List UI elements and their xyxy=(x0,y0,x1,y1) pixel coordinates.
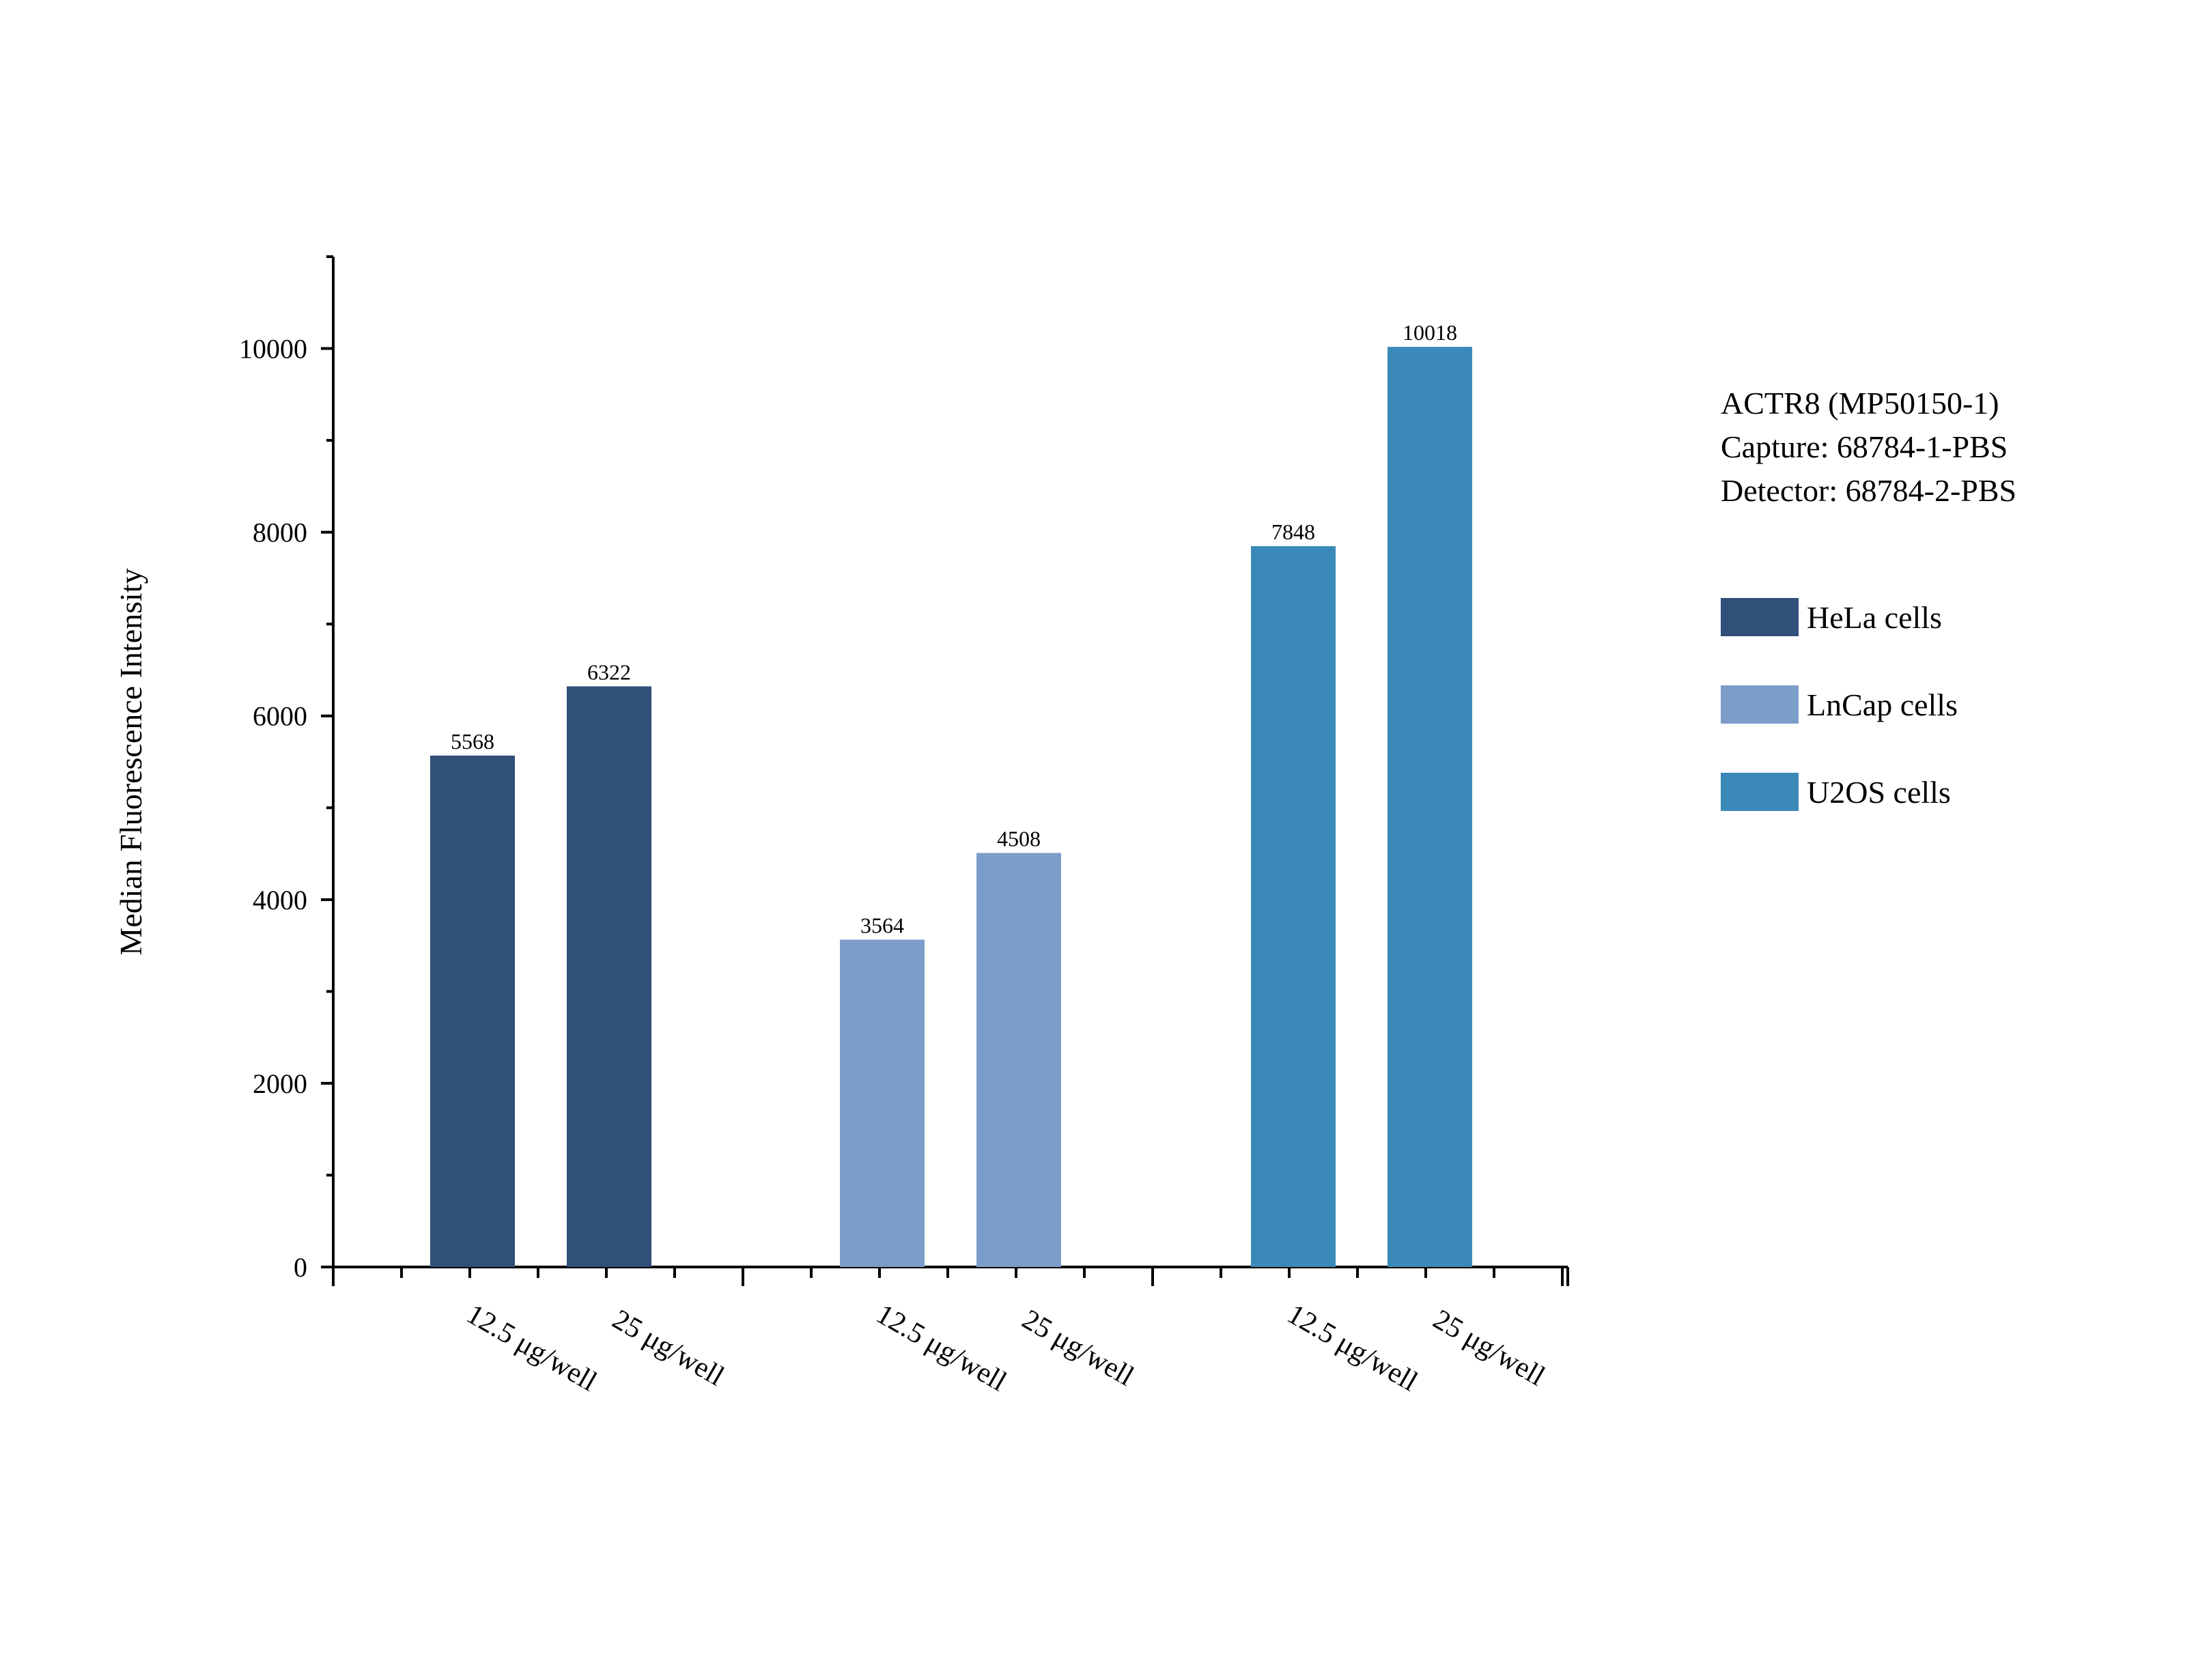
legend-label: HeLa cells xyxy=(1807,600,1942,635)
data-label: 4508 xyxy=(997,826,1041,851)
y-tick-label: 2000 xyxy=(253,1068,307,1099)
y-tick-label: 6000 xyxy=(253,701,307,732)
data-label: 6322 xyxy=(587,659,631,684)
y-axis-title: Median Fluorescence Intensity xyxy=(113,568,148,955)
data-label: 5568 xyxy=(451,729,494,754)
bar xyxy=(430,755,515,1267)
bars xyxy=(430,347,1472,1267)
axes xyxy=(332,257,1568,1268)
x-tick-label: 25 μg/well xyxy=(1428,1304,1550,1393)
category-labels: 12.5 μg/well 25 μg/well 12.5 μg/well 25 μg/… xyxy=(461,1298,1550,1398)
bar xyxy=(840,939,925,1267)
legend-label: LnCap cells xyxy=(1807,687,1958,722)
info-line-1: ACTR8 (MP50150-1) xyxy=(1721,386,1999,421)
bar xyxy=(1251,546,1336,1267)
legend-label: U2OS cells xyxy=(1807,775,1951,810)
legend: HeLa cells LnCap cells U2OS cells xyxy=(1721,598,1958,811)
legend-swatch xyxy=(1721,598,1799,636)
y-tick-label: 10000 xyxy=(239,334,307,365)
bar xyxy=(976,853,1061,1267)
y-ticks: 0 2000 4000 6000 8000 10000 xyxy=(239,255,333,1283)
x-tick-label: 25 μg/well xyxy=(1017,1304,1139,1393)
x-tick-label: 12.5 μg/well xyxy=(871,1298,1011,1398)
legend-swatch xyxy=(1721,685,1799,724)
x-tick-label: 12.5 μg/well xyxy=(461,1298,602,1398)
x-tick-label: 12.5 μg/well xyxy=(1282,1298,1422,1398)
info-line-3: Detector: 68784-2-PBS xyxy=(1721,473,2016,508)
y-tick-label: 8000 xyxy=(253,517,307,548)
y-tick-label: 0 xyxy=(294,1252,307,1283)
bar xyxy=(567,686,651,1267)
x-ticks xyxy=(332,1267,1569,1286)
data-labels: 5568 6322 3564 4508 7848 10018 xyxy=(451,320,1457,937)
y-tick-label: 4000 xyxy=(253,885,307,915)
bar xyxy=(1388,347,1472,1267)
x-tick-label: 25 μg/well xyxy=(607,1304,729,1393)
chart-info: ACTR8 (MP50150-1) Capture: 68784-1-PBS D… xyxy=(1721,386,2016,508)
data-label: 7848 xyxy=(1271,519,1315,544)
legend-swatch xyxy=(1721,773,1799,811)
data-label: 10018 xyxy=(1403,320,1457,345)
data-label: 3564 xyxy=(860,913,904,937)
info-line-2: Capture: 68784-1-PBS xyxy=(1721,429,2008,464)
